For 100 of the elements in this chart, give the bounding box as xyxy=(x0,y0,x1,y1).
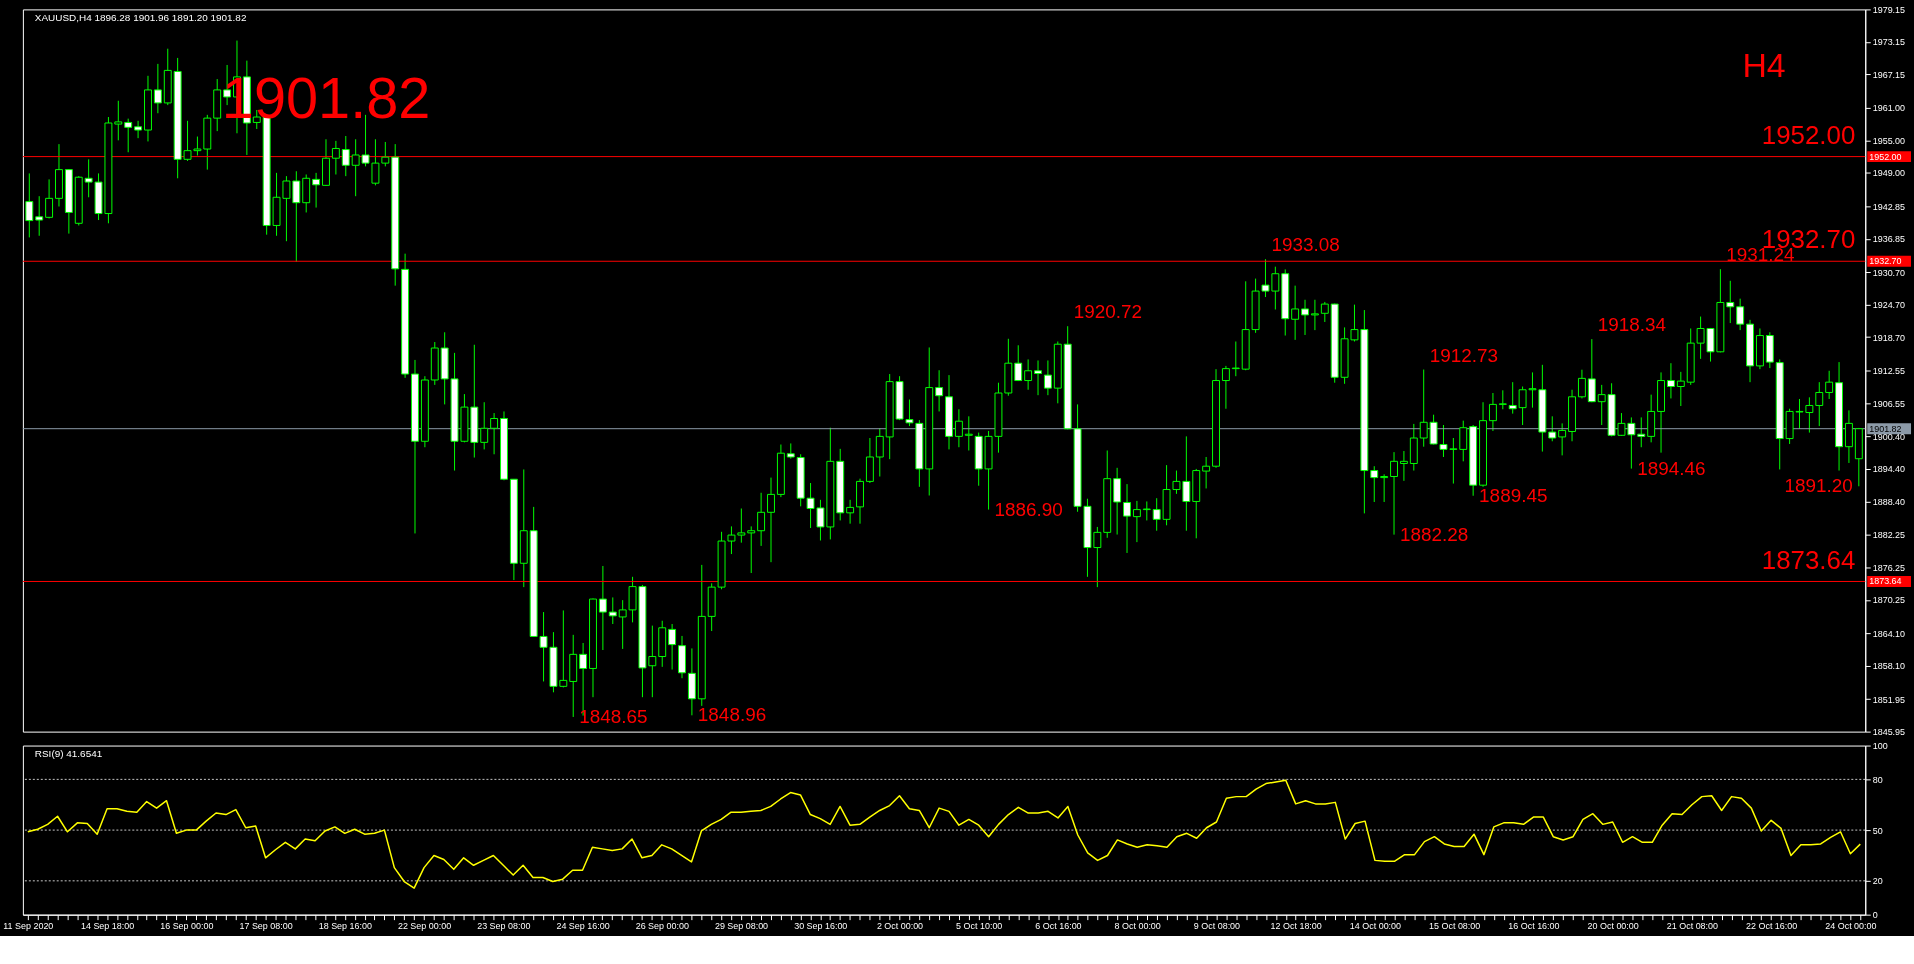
x-tick-label: 30 Sep 16:00 xyxy=(794,921,848,932)
candlestick xyxy=(598,565,607,651)
y-tick-label: 1870.25 xyxy=(1872,595,1906,606)
candlestick xyxy=(1587,338,1596,403)
x-tick-label: 16 Sep 00:00 xyxy=(160,921,214,932)
text: 1894.46 xyxy=(1637,457,1706,479)
ref-line-label: 1952.00 xyxy=(1869,151,1902,162)
candlestick xyxy=(1132,500,1141,543)
text: 1848.65 xyxy=(579,705,648,727)
x-tick-label: 20 Oct 00:00 xyxy=(1587,921,1639,932)
candlestick xyxy=(153,63,162,114)
candlestick xyxy=(1024,358,1033,391)
x-tick-label: 29 Sep 08:00 xyxy=(714,921,769,932)
candlestick xyxy=(1844,409,1853,464)
y-tick-label: 1906.55 xyxy=(1872,398,1906,409)
candlestick xyxy=(1399,450,1408,482)
candlestick xyxy=(134,120,143,139)
candlestick xyxy=(1390,451,1398,536)
candlestick xyxy=(954,408,963,448)
candlestick xyxy=(1231,341,1240,377)
candlestick xyxy=(1202,456,1211,489)
y-tick-label: 50 xyxy=(1872,825,1883,836)
y-tick-label: 1949.00 xyxy=(1872,168,1906,179)
candlestick xyxy=(480,401,489,450)
candlestick xyxy=(1291,285,1300,341)
x-tick-label: 2 Oct 00:00 xyxy=(876,921,924,932)
candlestick xyxy=(1380,473,1389,503)
candlestick xyxy=(1736,298,1745,331)
text: 1912.73 xyxy=(1429,344,1498,366)
x-tick-label: 12 Oct 18:00 xyxy=(1270,921,1322,932)
candlestick xyxy=(312,172,321,209)
y-tick-label: 80 xyxy=(1872,774,1883,785)
candlestick xyxy=(1488,392,1497,432)
y-tick-label: 1876.25 xyxy=(1872,562,1906,573)
y-tick-label: 1851.95 xyxy=(1872,694,1906,705)
candlestick xyxy=(1142,500,1151,521)
candlestick xyxy=(1459,420,1468,462)
x-tick-label: 9 Oct 08:00 xyxy=(1193,921,1241,932)
candlestick xyxy=(1726,280,1735,324)
candlestick xyxy=(331,140,340,175)
y-tick-label: 1924.70 xyxy=(1872,300,1906,311)
candlestick xyxy=(1370,465,1379,503)
candlestick xyxy=(1123,483,1131,554)
text: 1889.45 xyxy=(1479,484,1548,506)
candlestick xyxy=(1558,422,1567,456)
candlestick xyxy=(1637,416,1646,448)
y-tick-label: 1967.15 xyxy=(1872,69,1906,80)
text: 1920.72 xyxy=(1073,301,1142,323)
y-tick-label: 1858.10 xyxy=(1872,661,1906,672)
candlestick xyxy=(1310,299,1319,331)
candlestick xyxy=(608,596,617,625)
x-tick-label: 18 Sep 16:00 xyxy=(318,921,372,932)
candlestick xyxy=(45,178,54,219)
ref-line-label: 1932.70 xyxy=(1869,256,1902,267)
candlestick xyxy=(846,499,855,525)
candlestick xyxy=(1043,359,1052,396)
y-tick-label: 1845.95 xyxy=(1872,727,1906,738)
x-tick-label: 17 Sep 08:00 xyxy=(239,921,293,932)
candlestick xyxy=(1014,344,1023,382)
chart-title: XAUUSD,H4 1896.28 1901.96 1891.20 1901.82 xyxy=(34,12,247,24)
x-tick-label: 21 Oct 08:00 xyxy=(1666,921,1719,932)
candlestick xyxy=(767,477,775,563)
x-tick-label: 22 Oct 16:00 xyxy=(1746,921,1798,932)
candlestick xyxy=(25,172,34,238)
candlestick xyxy=(747,525,756,574)
x-tick-label: 24 Sep 16:00 xyxy=(556,921,610,932)
chart-title: RSI(9) 41.6541 xyxy=(34,748,103,760)
y-tick-label: 100 xyxy=(1872,741,1888,752)
x-tick-label: 11 Sep 2020 xyxy=(3,921,54,932)
x-tick-label: 14 Sep 18:00 xyxy=(80,921,135,932)
annotation: 1952.00 xyxy=(1761,120,1856,149)
candlestick xyxy=(1221,365,1230,410)
y-tick-label: 1936.85 xyxy=(1872,234,1906,245)
y-tick-label: 0 xyxy=(1872,910,1878,921)
candlestick xyxy=(1815,381,1824,427)
y-tick-label: 1973.15 xyxy=(1872,37,1906,48)
candlestick xyxy=(1113,467,1122,536)
text: 1891.20 xyxy=(1784,475,1853,497)
y-tick-label: 20 xyxy=(1872,876,1883,887)
candlestick xyxy=(1577,369,1586,399)
candlestick xyxy=(1498,389,1507,410)
candlestick xyxy=(1548,415,1557,442)
annotation: H4 xyxy=(1742,46,1786,85)
candlestick xyxy=(1034,359,1042,396)
candlestick xyxy=(341,135,350,177)
y-tick-label: 1912.55 xyxy=(1872,365,1906,376)
y-tick-label: 1961.00 xyxy=(1872,103,1906,114)
candlestick xyxy=(490,412,499,455)
x-tick-label: 15 Oct 08:00 xyxy=(1429,921,1481,932)
ref-line-label: 1901.82 xyxy=(1869,423,1902,434)
y-tick-label: 1882.25 xyxy=(1872,530,1906,541)
y-tick-label: 1888.40 xyxy=(1872,496,1906,507)
y-tick-label: 1900.40 xyxy=(1872,431,1906,442)
ref-line-label: 1873.64 xyxy=(1869,576,1902,587)
text: 1918.34 xyxy=(1597,314,1667,336)
candlestick xyxy=(935,369,944,412)
x-tick-label: 26 Sep 00:00 xyxy=(635,921,689,932)
y-tick-label: 1930.70 xyxy=(1872,267,1906,278)
x-tick-label: 6 Oct 16:00 xyxy=(1035,921,1082,932)
candlestick xyxy=(124,118,133,153)
